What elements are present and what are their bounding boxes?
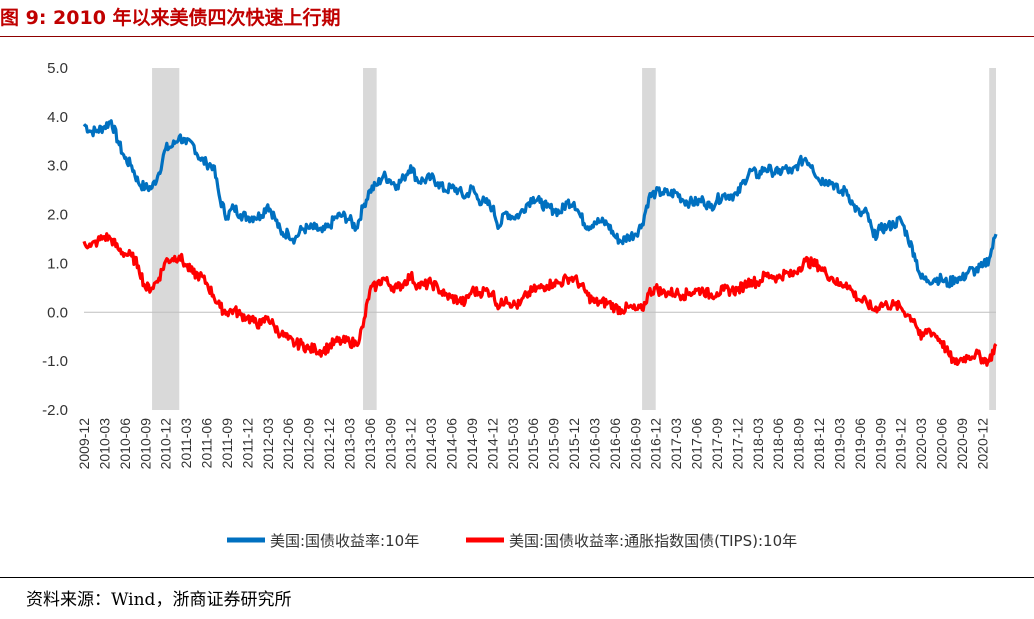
x-tick-label: 2014-09: [464, 418, 480, 470]
y-axis: -2.0 -1.0 0.0 1.0 2.0 3.0 4.0 5.0: [42, 60, 68, 419]
series-line-tips10y: [82, 232, 998, 367]
x-tick-label: 2011-12: [239, 418, 255, 469]
x-tick-label: 2016-06: [607, 418, 623, 470]
y-tick-label: 2.0: [47, 207, 68, 224]
x-tick-label: 2012-12: [321, 418, 337, 470]
x-tick-label: 2013-09: [382, 418, 398, 470]
x-tick-label: 2011-09: [219, 418, 235, 469]
x-tick-label: 2013-12: [403, 418, 419, 470]
y-tick-label: -2.0: [42, 402, 68, 419]
x-tick-label: 2012-09: [301, 418, 317, 470]
x-tick-label: 2011-06: [199, 418, 215, 469]
y-tick-label: -1.0: [42, 353, 68, 370]
shaded-period-3: [642, 68, 656, 410]
x-tick-label: 2017-12: [729, 418, 745, 470]
x-tick-label: 2014-06: [444, 418, 460, 470]
x-tick-label: 2017-03: [668, 418, 684, 470]
x-tick-label: 2012-06: [280, 418, 296, 470]
shaded-period-2: [363, 68, 377, 410]
x-tick-label: 2017-09: [709, 418, 725, 470]
x-tick-label: 2019-03: [831, 418, 847, 470]
x-tick-label: 2015-09: [546, 418, 562, 470]
x-tick-label: 2019-09: [872, 418, 888, 470]
x-tick-label: 2020-09: [954, 418, 970, 470]
x-tick-label: 2010-03: [96, 418, 112, 470]
y-tick-label: 5.0: [47, 60, 68, 77]
x-tick-label: 2018-06: [770, 418, 786, 470]
x-tick-label: 2018-03: [750, 418, 766, 470]
x-tick-label: 2018-12: [811, 418, 827, 470]
x-tick-label: 2015-12: [566, 418, 582, 470]
shaded-period-1: [152, 68, 180, 410]
x-tick-label: 2010-09: [137, 418, 153, 470]
x-tick-label: 2015-06: [525, 418, 541, 470]
y-tick-label: 3.0: [47, 158, 68, 175]
x-tick-label: 2017-06: [689, 418, 705, 470]
x-tick-label: 2015-03: [505, 418, 521, 470]
footer-rule: [0, 577, 1034, 578]
x-tick-label: 2019-12: [893, 418, 909, 470]
x-tick-label: 2010-06: [117, 418, 133, 470]
x-tick-label: 2011-03: [178, 418, 194, 469]
x-tick-label: 2014-03: [423, 418, 439, 470]
x-axis: 2009-12 2010-03 2010-06 2010-09 2010-12 2011-…: [76, 418, 990, 470]
series-lines: [82, 119, 998, 367]
source-note: 资料来源：Wind，浙商证券研究所: [26, 590, 292, 610]
x-tick-label: 2010-12: [158, 418, 174, 470]
x-tick-label: 2019-06: [852, 418, 868, 470]
x-tick-label: 2016-03: [586, 418, 602, 470]
shaded-periods: [152, 68, 996, 410]
x-tick-label: 2014-12: [484, 418, 500, 470]
legend-label-us10y: 美国:国债收益率:10年: [270, 532, 419, 550]
figure-title: 图 9: 2010 年以来美债四次快速上行期: [0, 7, 341, 29]
x-tick-label: 2016-09: [627, 418, 643, 470]
x-tick-label: 2012-03: [260, 418, 276, 470]
legend: 美国:国债收益率:10年 美国:国债收益率:通胀指数国债(TIPS):10年: [227, 532, 797, 550]
x-tick-label: 2013-06: [362, 418, 378, 470]
x-tick-label: 2020-06: [934, 418, 950, 470]
line-chart: -2.0-1.00.01.02.03.04.05.0 2009-12 2010-0…: [42, 60, 998, 550]
y-tick-label: 4.0: [47, 109, 68, 126]
title-underline: [0, 36, 1034, 37]
x-tick-label: 2020-12: [974, 418, 990, 470]
x-tick-label: 2020-03: [913, 418, 929, 470]
x-tick-label: 2016-12: [648, 418, 664, 470]
y-tick-label: 0.0: [47, 304, 68, 321]
x-tick-label: 2013-03: [341, 418, 357, 470]
legend-label-tips10y: 美国:国债收益率:通胀指数国债(TIPS):10年: [509, 532, 797, 550]
series-line-us10y: [82, 119, 998, 289]
x-tick-label: 2018-09: [791, 418, 807, 470]
x-tick-label: 2009-12: [76, 418, 92, 470]
y-tick-label: 1.0: [47, 255, 68, 272]
